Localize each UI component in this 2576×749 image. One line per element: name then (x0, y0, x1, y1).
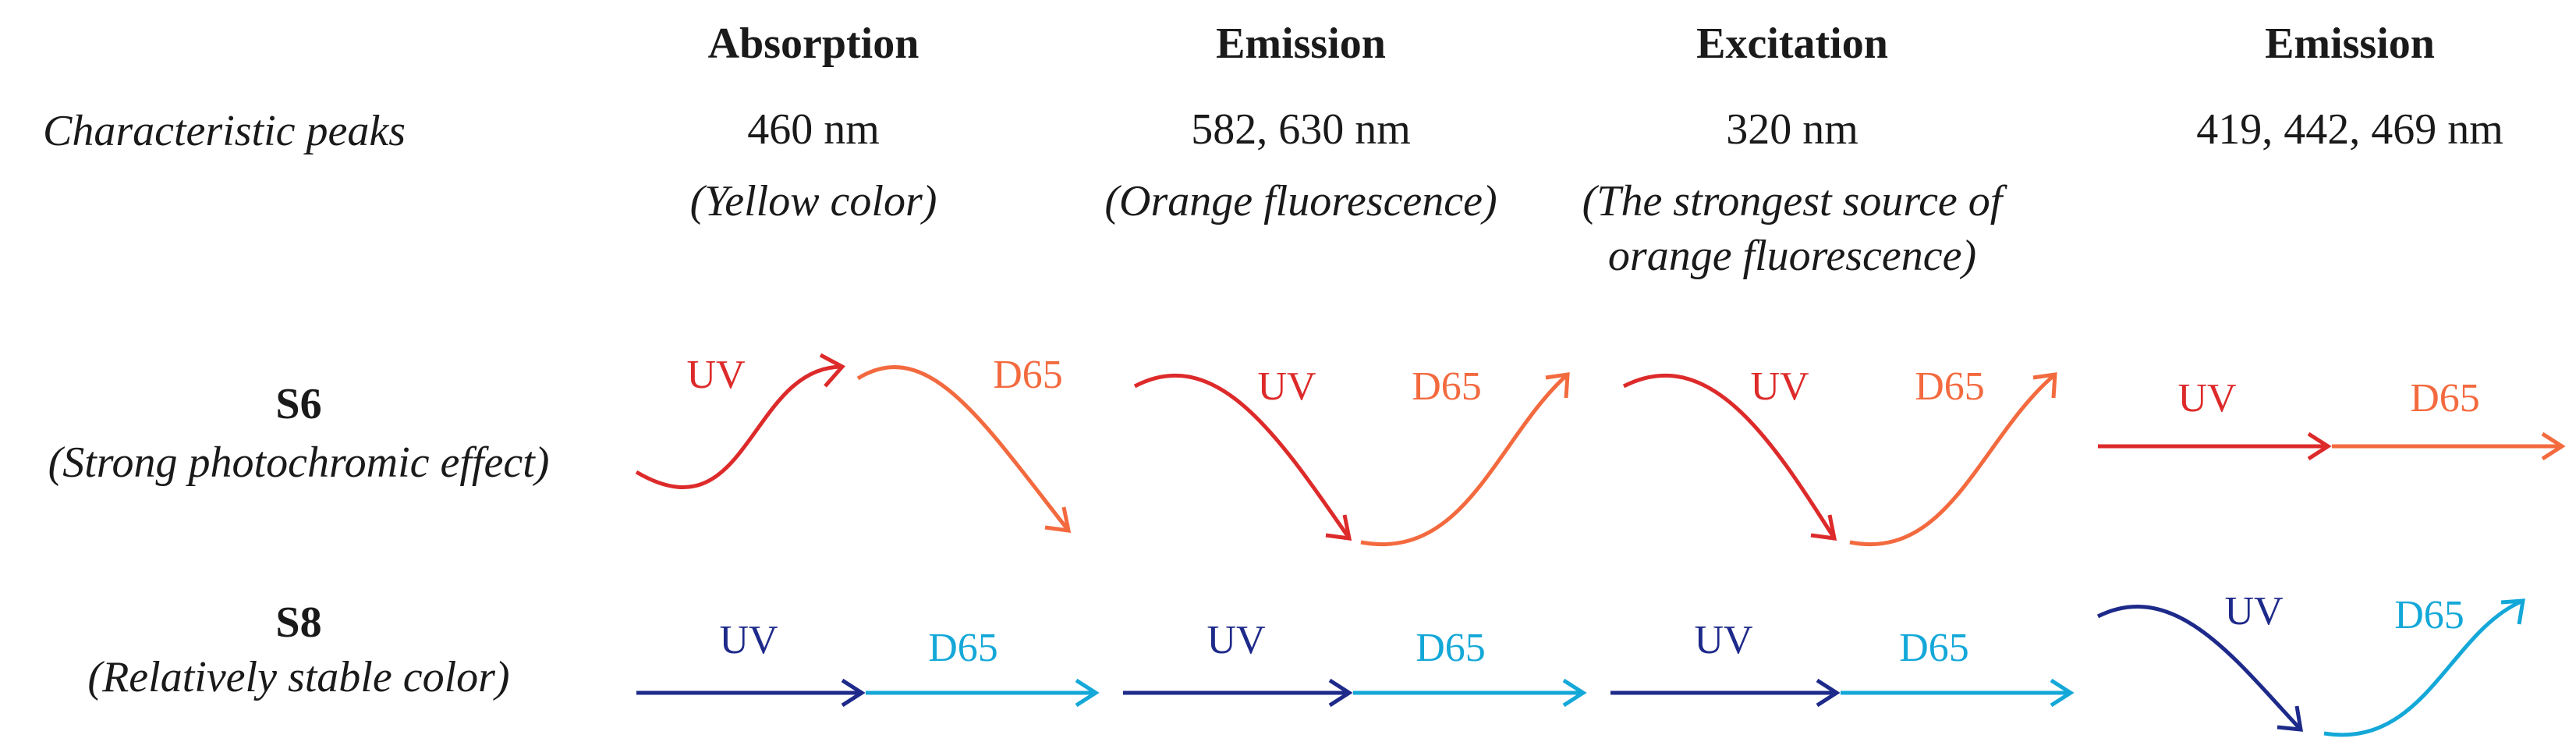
s6-em2-d65-label: D65 (2410, 376, 2480, 421)
s6-abs-d65-arrow (856, 365, 1070, 532)
s6-emission2-arrows (2098, 431, 2566, 461)
column-heading-emission-2: Emission (2265, 20, 2435, 68)
s8-em-uv-label: UV (1207, 618, 1266, 662)
note-excitation-line1: (The strongest source of (1582, 177, 2003, 225)
s6-em2-uv-label: UV (2177, 376, 2237, 421)
s6-abs-uv-arrow (635, 364, 843, 489)
sample-s6-name: S6 (275, 380, 322, 428)
s6-em-d65-label: D65 (1412, 364, 1482, 409)
peak-value-absorption: 460 nm (747, 105, 880, 154)
s8-ex-d65-label: D65 (1899, 626, 1969, 670)
sample-s8-description: (Relatively stable color) (87, 653, 510, 701)
s6-em-uv-label: UV (1257, 364, 1316, 409)
s8-emission-arrows (1123, 678, 1587, 708)
s8-em2-d65-label: D65 (2394, 593, 2464, 637)
s8-em-d65-label: D65 (1416, 626, 1486, 670)
s6-ex-d65-arrow (1849, 373, 2057, 546)
s8-abs-uv-label: UV (719, 618, 778, 662)
note-excitation-line2: orange fluorescence) (1607, 232, 1977, 280)
s8-em2-uv-arrow (2096, 605, 2302, 731)
peak-value-emission-2: 419, 442, 469 nm (2196, 105, 2503, 154)
s8-em2-uv-label: UV (2224, 589, 2284, 634)
column-heading-absorption: Absorption (707, 20, 919, 68)
sample-s6-description: (Strong photochromic effect) (48, 438, 550, 487)
sample-s8-name: S8 (275, 598, 322, 647)
s6-abs-uv-label: UV (686, 353, 746, 397)
note-absorption: (Yellow color) (689, 177, 937, 225)
column-heading-emission-1: Emission (1216, 20, 1386, 68)
s6-emission-arrows (1133, 372, 1570, 546)
characteristic-peaks-label: Characteristic peaks (43, 107, 406, 155)
s8-absorption-arrows (636, 678, 1100, 708)
s6-ex-d65-label: D65 (1915, 364, 1985, 409)
s6-ex-uv-arrow (1622, 373, 1837, 540)
peak-value-emission-1: 582, 630 nm (1191, 105, 1411, 154)
s6-em-d65-arrow (1360, 373, 1569, 546)
peak-value-excitation: 320 nm (1726, 105, 1858, 154)
s8-abs-d65-label: D65 (928, 626, 998, 670)
s6-abs-d65-label: D65 (993, 353, 1063, 397)
column-heading-excitation: Excitation (1696, 20, 1888, 68)
s8-excitation-arrows (1610, 678, 2075, 708)
s6-em-uv-arrow (1133, 373, 1352, 540)
s8-emission2-arrows (2096, 598, 2525, 737)
s8-em2-d65-arrow (2323, 598, 2524, 737)
s6-ex-uv-label: UV (1750, 364, 1809, 409)
s6-absorption-arrows (635, 353, 1072, 533)
s6-excitation-arrows (1622, 372, 2057, 546)
s8-ex-uv-label: UV (1694, 618, 1753, 662)
note-emission-1: (Orange fluorescence) (1104, 177, 1497, 225)
